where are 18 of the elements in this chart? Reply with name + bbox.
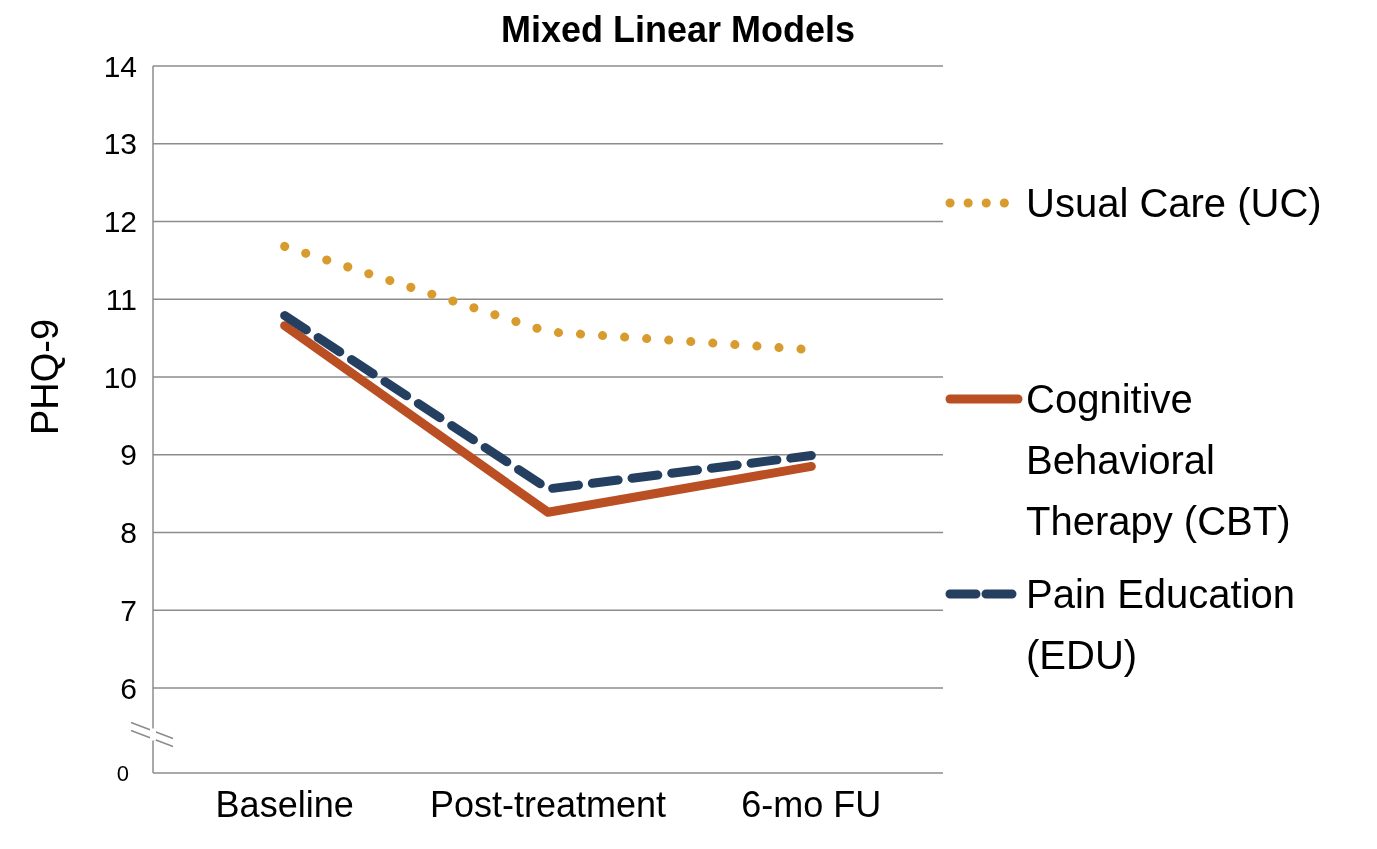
y-tick-label: 12 [103,205,137,238]
x-tick-label: Post-treatment [429,784,667,825]
x-tick-label: Baseline [215,784,354,825]
y-tick-label: 8 [120,516,137,549]
text: 0 [116,760,129,786]
y-tick-label: 14 [103,49,137,83]
legend-label: Usual Care (UC) [1026,181,1322,225]
y-tick-label: 9 [120,438,137,472]
x-tick-label: 6-mo FU [741,784,882,825]
legend-label: Pain Education (EDU) [1026,572,1296,677]
y-tick-label: 11 [105,282,137,316]
y-tick-label: 13 [103,127,137,161]
chart-title: Mixed Linear Models [500,9,856,50]
y-tick-label: 10 [103,360,137,394]
y-axis-title: PHQ-9 [24,318,66,436]
legend-label: Cognitive Behavioral Therapy (CBT) [1026,377,1291,543]
y-tick-label: 6 [120,671,137,705]
y-tick-label: 7 [120,593,137,627]
